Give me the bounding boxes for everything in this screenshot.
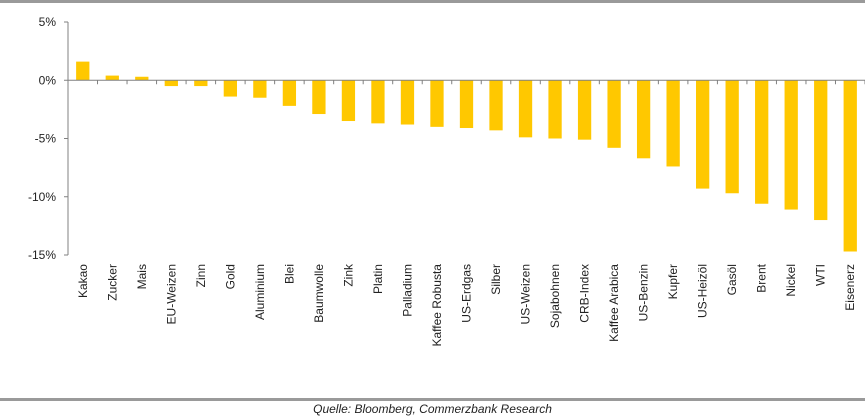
x-axis-labels: Kakao Zucker Mais EU-Weizen Zinn Gold Aluminiu…	[76, 263, 857, 347]
x-category-label: Sojabohnen	[548, 264, 562, 328]
bar-us-weizen	[518, 80, 533, 138]
x-category-label: US-Benzin	[637, 264, 651, 321]
bar-aluminium	[253, 80, 267, 98]
bar-baumwolle	[312, 80, 326, 115]
bar-eu-weizen	[164, 80, 178, 87]
x-category-label: Blei	[282, 264, 296, 284]
bar-sojabohnen	[548, 80, 562, 139]
y-tick-label: 5%	[39, 15, 57, 29]
bar-kaffee-arabica	[607, 80, 621, 148]
commodity-performance-bar-chart: 5% 0% -5% -10% -15% Kakao Zucker Mais EU-Weizen…	[28, 15, 865, 347]
x-category-label: Gasöl	[725, 264, 739, 295]
x-category-label: WTI	[814, 264, 828, 286]
x-category-label: Platin	[371, 264, 385, 294]
x-category-label: Baumwolle	[312, 264, 326, 323]
x-category-label: CRB-Index	[578, 264, 592, 323]
y-tick-label: 0%	[39, 73, 57, 87]
top-rule	[0, 0, 865, 3]
x-category-label: Zink	[341, 263, 355, 287]
x-category-label: Zucker	[105, 264, 119, 301]
bar-us-erdgas	[459, 80, 474, 129]
bar-gold	[223, 80, 237, 97]
x-category-label: Kakao	[76, 264, 90, 298]
x-category-label: Nickel	[784, 264, 798, 297]
bar-blei	[282, 80, 297, 106]
x-category-label: Mais	[135, 264, 149, 289]
bar-silber	[489, 80, 503, 131]
x-category-label: EU-Weizen	[164, 264, 178, 324]
bar-wti	[814, 80, 828, 221]
y-tick-label: -15%	[28, 248, 56, 262]
x-category-label: Kaffee Robusta	[430, 264, 444, 347]
bar-crb-index	[577, 80, 592, 140]
x-category-label: US-Weizen	[519, 264, 533, 324]
bar-zinn	[194, 80, 208, 87]
bar-kaffee-robusta	[430, 80, 444, 127]
bar-gasöl	[725, 80, 739, 194]
source-note: Quelle: Bloomberg, Commerzbank Research	[313, 402, 552, 416]
y-axis-ticks: 5% 0% -5% -10% -15%	[28, 15, 68, 262]
axes	[67, 22, 865, 255]
x-category-label: Brent	[755, 263, 769, 292]
bottom-rule	[0, 398, 865, 401]
bar-us-heizöl	[696, 80, 710, 189]
bar-series	[76, 61, 857, 252]
x-category-label: Zinn	[194, 264, 208, 287]
x-category-label: Silber	[489, 264, 503, 295]
bar-mais	[135, 76, 149, 81]
bar-kakao	[76, 61, 90, 81]
x-category-label: US-Erdgas	[460, 264, 474, 323]
x-category-label: Gold	[223, 264, 237, 289]
x-category-label: Aluminium	[253, 264, 267, 320]
bar-nickel	[784, 80, 798, 210]
bar-platin	[371, 80, 385, 124]
bar-brent	[755, 80, 769, 204]
bar-us-benzin	[636, 80, 651, 159]
y-tick-label: -10%	[28, 190, 56, 204]
x-category-label: Kaffee Arabica	[607, 264, 621, 342]
x-category-label: Kupfer	[666, 264, 680, 299]
bar-palladium	[400, 80, 415, 125]
bar-eisenerz	[843, 80, 857, 252]
x-category-label: US-Heizöl	[696, 264, 710, 318]
bar-zucker	[105, 75, 119, 81]
x-category-label: Palladium	[400, 264, 414, 317]
bar-zink	[341, 80, 356, 122]
bar-kupfer	[666, 80, 680, 167]
y-tick-label: -5%	[35, 132, 57, 146]
x-category-label: Eisenerz	[843, 264, 857, 311]
